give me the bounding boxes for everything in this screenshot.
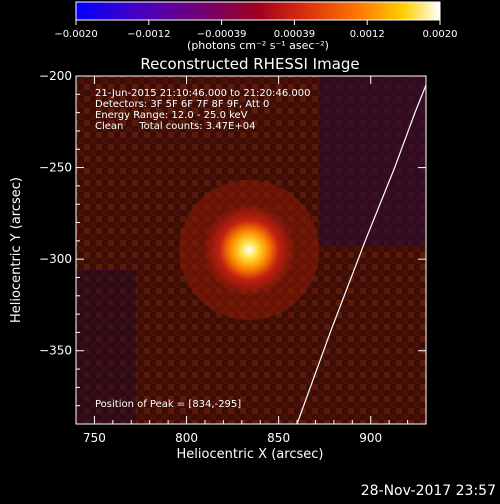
x-tick-label: 850 bbox=[267, 431, 290, 445]
annotation-time-range: 21-Jun-2015 21:10:46.000 to 21:20:46.000 bbox=[95, 88, 311, 99]
plot-area bbox=[76, 76, 426, 424]
y-axis-label: Heliocentric Y (arcsec) bbox=[9, 177, 24, 323]
colorbar-tick-label: −0.00039 bbox=[197, 29, 247, 40]
colorbar-tick-label: −0.0020 bbox=[54, 29, 97, 40]
colorbar-tick-label: −0.0012 bbox=[127, 29, 170, 40]
solar-limb-curve bbox=[296, 83, 426, 424]
y-tick-label: −200 bbox=[39, 69, 72, 83]
colorbar-tick-label: 0.00039 bbox=[274, 29, 315, 40]
chart-title: Reconstructed RHESSI Image bbox=[140, 55, 359, 73]
x-axis-label: Heliocentric X (arcsec) bbox=[177, 447, 324, 462]
colorbar-unit-label: (photons cm⁻² s⁻¹ asec⁻²) bbox=[187, 39, 329, 52]
colorbar: −0.0020 −0.0012 −0.00039 0.00039 0.0012 0.002… bbox=[54, 1, 458, 52]
plot-frame bbox=[75, 75, 427, 425]
annotation-block: 21-Jun-2015 21:10:46.000 to 21:20:46.000… bbox=[95, 88, 311, 410]
heatmap-dark-region bbox=[320, 76, 426, 246]
y-tick-label: −250 bbox=[39, 161, 72, 175]
annotation-detectors: Detectors: 3F 5F 6F 7F 8F 9F, Att 0 bbox=[95, 99, 269, 110]
annotation-peak-position: Position of Peak = [834,-295] bbox=[95, 399, 241, 410]
y-tick-label: −300 bbox=[39, 252, 72, 266]
heatmap-source-peak bbox=[203, 204, 296, 296]
y-tick-label: −350 bbox=[39, 344, 72, 358]
footer-timestamp: 28-Nov-2017 23:57 bbox=[361, 483, 496, 499]
x-tick-label: 750 bbox=[83, 431, 106, 445]
axes: 750 800 850 900 −200 −250 −300 −350 bbox=[39, 69, 426, 445]
annotation-energy-range: Energy Range: 12.0 - 25.0 keV bbox=[95, 110, 248, 121]
heatmap-dark-region-2 bbox=[76, 270, 136, 424]
colorbar-ticks: −0.0020 −0.0012 −0.00039 0.00039 0.0012 0.002… bbox=[54, 20, 458, 40]
colorbar-gradient bbox=[75, 1, 441, 21]
x-tick-label: 800 bbox=[175, 431, 198, 445]
colorbar-tick-label: 0.0012 bbox=[350, 29, 385, 40]
x-tick-label: 900 bbox=[359, 431, 382, 445]
annotation-clean-counts: Clean Total counts: 3.47E+04 bbox=[95, 121, 255, 132]
colorbar-tick-label: 0.0020 bbox=[423, 29, 458, 40]
